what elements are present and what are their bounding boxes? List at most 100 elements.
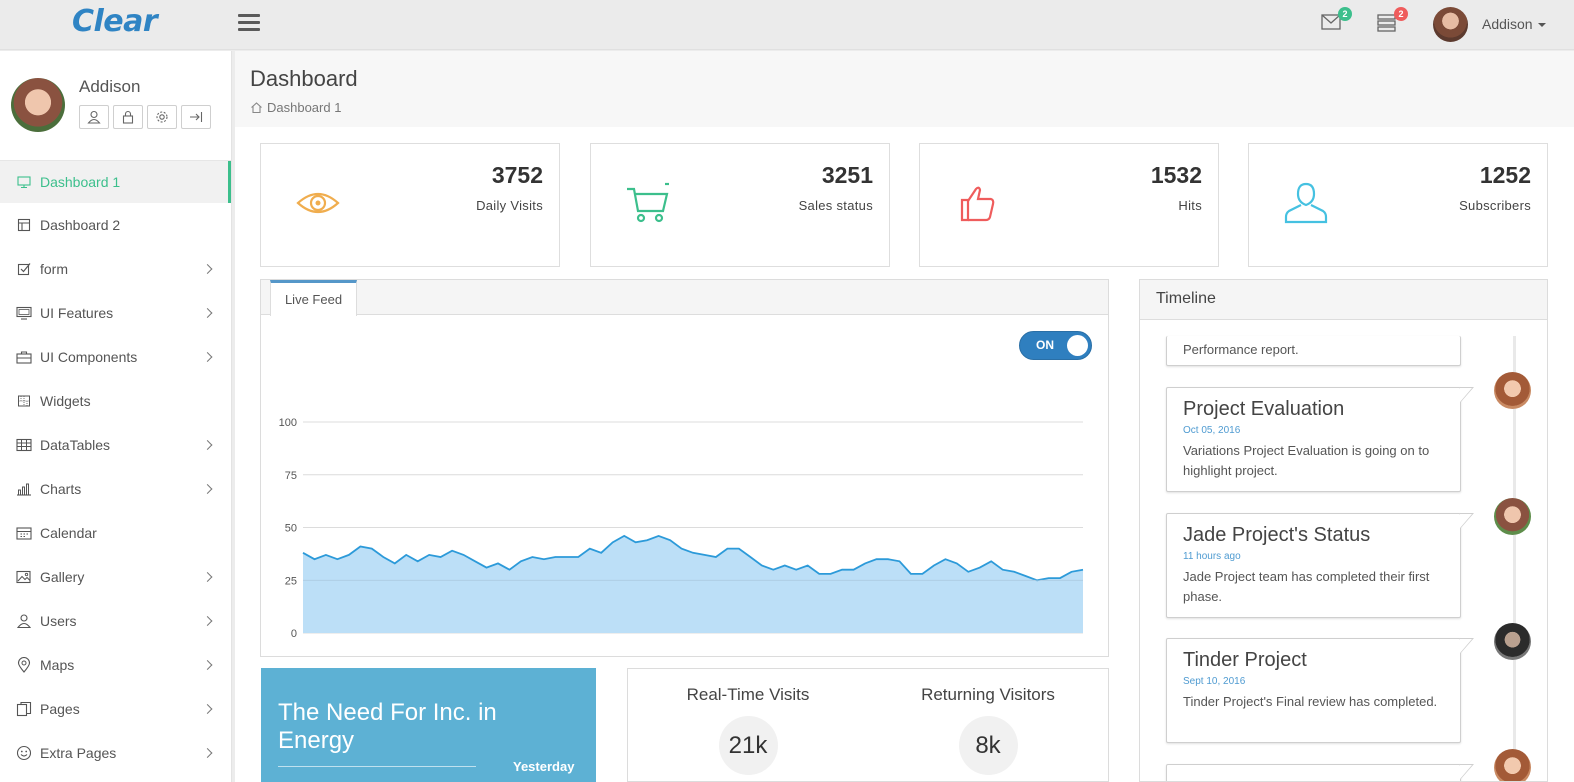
thumbs-up-icon bbox=[960, 186, 995, 222]
sidebar-item-label: Calendar bbox=[40, 525, 97, 541]
sidebar-item-label: Extra Pages bbox=[40, 745, 117, 761]
user-menu[interactable]: Addison bbox=[1482, 16, 1546, 32]
chevron-right-icon bbox=[202, 748, 213, 758]
sidebar-item-users[interactable]: Users bbox=[0, 599, 231, 643]
timeline-card: Performance report. bbox=[1166, 336, 1461, 366]
timeline-card: Tinder Project Sept 10, 2016 Tinder Proj… bbox=[1166, 638, 1474, 743]
stat-value: 1532 bbox=[1150, 162, 1202, 188]
sidebar-item-calendar[interactable]: Calendar bbox=[0, 511, 231, 555]
tab-live-feed[interactable]: Live Feed bbox=[270, 280, 357, 316]
sidebar-item-maps[interactable]: Maps bbox=[0, 643, 231, 687]
live-feed-chart: 0 25 50 75 100 bbox=[279, 417, 1084, 640]
timeline-card-title: Tinder Project bbox=[1183, 649, 1307, 671]
lock-icon bbox=[122, 110, 134, 124]
energy-date: Yesterday bbox=[513, 759, 575, 774]
sidebar-item-datatables[interactable]: DataTables bbox=[0, 423, 231, 467]
tasks-icon[interactable]: 2 bbox=[1377, 7, 1408, 34]
avatar bbox=[1494, 372, 1531, 409]
checkbox-icon bbox=[16, 261, 32, 277]
timeline-title: Timeline bbox=[1140, 280, 1547, 320]
sidebar-item-extra-pages[interactable]: Extra Pages bbox=[0, 731, 231, 775]
top-navbar: Clear 2 2 Addison bbox=[0, 0, 1574, 50]
sidebar-item-ui-features[interactable]: UI Features bbox=[0, 291, 231, 335]
tasks-badge: 2 bbox=[1394, 7, 1408, 21]
sidebar-item-label: UI Features bbox=[40, 305, 114, 321]
sidebar-nav: Dashboard 1 Dashboard 2 form UI Features UI … bbox=[0, 161, 231, 775]
stat-label: Daily Visits bbox=[476, 198, 543, 213]
settings-button[interactable] bbox=[147, 105, 177, 129]
chevron-right-icon bbox=[202, 440, 213, 450]
chart-series-line bbox=[302, 534, 1084, 582]
sidebar: Addison Dashboard 1 Dashboard 2 form UI Fea… bbox=[0, 51, 232, 782]
timeline-card: Project Evaluation Oct 05, 2016 Variatio… bbox=[1166, 387, 1474, 492]
stat-value: 3752 bbox=[491, 162, 543, 188]
app-logo[interactable]: Clear bbox=[72, 4, 158, 39]
mail-icon[interactable]: 2 bbox=[1321, 7, 1352, 34]
eye-icon bbox=[296, 192, 340, 214]
lock-button[interactable] bbox=[113, 105, 143, 129]
logout-button[interactable] bbox=[181, 105, 211, 129]
sidebar-item-label: Dashboard 1 bbox=[40, 174, 121, 190]
sidebar-item-form[interactable]: form bbox=[0, 247, 231, 291]
profile-avatar bbox=[11, 78, 65, 132]
breadcrumb[interactable]: Dashboard 1 bbox=[250, 100, 341, 115]
timeline-card-text: Jade Project team has completed their fi… bbox=[1183, 569, 1430, 604]
toggle-knob bbox=[1067, 335, 1088, 356]
chart-tick-label: 0 bbox=[291, 628, 297, 640]
sidebar-item-label: Maps bbox=[40, 657, 75, 673]
avatar bbox=[1494, 498, 1531, 535]
timeline-card-title: Jade Project's Status bbox=[1183, 524, 1371, 546]
chevron-right-icon bbox=[202, 484, 213, 494]
sidebar-item-gallery[interactable]: Gallery bbox=[0, 555, 231, 599]
sidebar-item-dashboard-2[interactable]: Dashboard 2 bbox=[0, 203, 231, 247]
chart-tick-label: 75 bbox=[285, 470, 297, 482]
user-icon bbox=[87, 110, 101, 124]
gear-icon bbox=[156, 111, 168, 123]
sidebar-item-ui-components[interactable]: UI Components bbox=[0, 335, 231, 379]
returning-visitors-value: 8k bbox=[958, 716, 1018, 775]
home-icon bbox=[251, 102, 262, 114]
chart-tick-label: 25 bbox=[285, 575, 297, 587]
sidebar-item-label: Pages bbox=[40, 701, 80, 717]
timeline-card-text: Tinder Project's Final review has comple… bbox=[1183, 694, 1438, 709]
sidebar-item-label: Gallery bbox=[40, 569, 85, 585]
profile-button[interactable] bbox=[79, 105, 109, 129]
timeline-card bbox=[1166, 764, 1474, 781]
stat-card-sales-status: 3251 Sales status bbox=[590, 143, 890, 267]
sidebar-item-charts[interactable]: Charts bbox=[0, 467, 231, 511]
energy-title: The Need For Inc. in Energy bbox=[278, 699, 497, 754]
desktop-icon bbox=[16, 305, 32, 321]
breadcrumb-item[interactable]: Dashboard 1 bbox=[267, 100, 342, 115]
image-icon bbox=[16, 569, 32, 585]
realtime-visits-label: Real-Time Visits bbox=[686, 685, 810, 704]
stat-card-hits: 1532 Hits bbox=[919, 143, 1219, 267]
chevron-right-icon bbox=[202, 308, 213, 318]
timeline-text: Performance report. bbox=[1183, 342, 1299, 357]
chevron-right-icon bbox=[202, 264, 213, 274]
menu-toggle-icon[interactable] bbox=[238, 14, 260, 34]
pages-icon bbox=[16, 701, 32, 717]
sidebar-item-widgets[interactable]: Widgets bbox=[0, 379, 231, 423]
sidebar-item-dashboard-1[interactable]: Dashboard 1 bbox=[0, 161, 231, 203]
energy-card[interactable]: The Need For Inc. in Energy Yesterday bbox=[261, 668, 596, 782]
logout-icon bbox=[190, 112, 203, 122]
sidebar-item-pages[interactable]: Pages bbox=[0, 687, 231, 731]
chevron-right-icon bbox=[202, 572, 213, 582]
live-feed-toggle[interactable]: ON bbox=[1019, 331, 1092, 360]
stat-label: Hits bbox=[1178, 198, 1202, 213]
timeline-card-text: Variations Project Evaluation is going o… bbox=[1183, 443, 1430, 478]
divider bbox=[278, 766, 476, 767]
sidebar-item-label: Users bbox=[40, 613, 77, 629]
chart-tick-label: 100 bbox=[279, 417, 297, 429]
live-feed-panel: Live Feed ON 0 25 50 75 100 bbox=[260, 279, 1109, 657]
monitor-icon bbox=[16, 174, 32, 190]
stat-value: 3251 bbox=[821, 162, 873, 188]
stat-value: 1252 bbox=[1479, 162, 1531, 188]
map-pin-icon bbox=[16, 657, 32, 673]
stat-card-daily-visits: 3752 Daily Visits bbox=[260, 143, 560, 267]
bar-chart-icon bbox=[16, 481, 32, 497]
returning-visitors: Returning Visitors 8k bbox=[868, 685, 1108, 775]
timeline-card-title: Project Evaluation bbox=[1183, 398, 1345, 420]
chevron-right-icon bbox=[202, 352, 213, 362]
avatar[interactable] bbox=[1433, 7, 1468, 42]
